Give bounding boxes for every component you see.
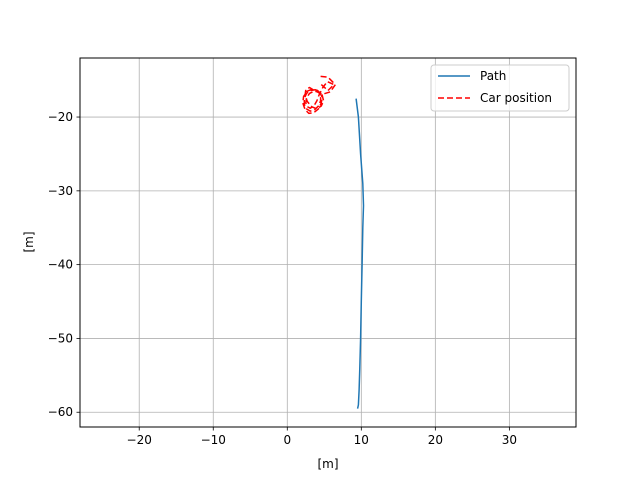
series-line-car-position xyxy=(302,75,337,115)
y-tick-label: −60 xyxy=(48,405,73,419)
series-line-path xyxy=(355,98,365,409)
legend-label-car-position: Car position xyxy=(480,91,552,105)
x-tick-label: −20 xyxy=(127,433,152,447)
x-tick-label: 30 xyxy=(502,433,517,447)
plot-area-frame xyxy=(79,57,577,428)
legend: Path Car position xyxy=(430,64,570,112)
y-gridlines xyxy=(80,116,576,413)
y-tick-label: −30 xyxy=(48,184,73,198)
x-tick-label: 10 xyxy=(354,433,369,447)
x-axis-label: [m] xyxy=(317,457,338,471)
x-tick-label: 0 xyxy=(283,433,291,447)
y-tick-label: −20 xyxy=(48,110,73,124)
x-gridlines xyxy=(138,58,510,427)
legend-label-path: Path xyxy=(480,69,506,83)
y-tick-label: −40 xyxy=(48,258,73,272)
x-axis-ticks: −20 −10 0 10 20 30 xyxy=(127,427,517,447)
y-axis-label: [m] xyxy=(22,231,36,252)
x-tick-label: −10 xyxy=(201,433,226,447)
y-tick-label: −50 xyxy=(48,331,73,345)
series-layer xyxy=(302,75,365,409)
plot-area-background xyxy=(80,58,576,427)
x-tick-label: 20 xyxy=(428,433,443,447)
y-axis-ticks: −60 −50 −40 −30 −20 xyxy=(48,110,80,419)
